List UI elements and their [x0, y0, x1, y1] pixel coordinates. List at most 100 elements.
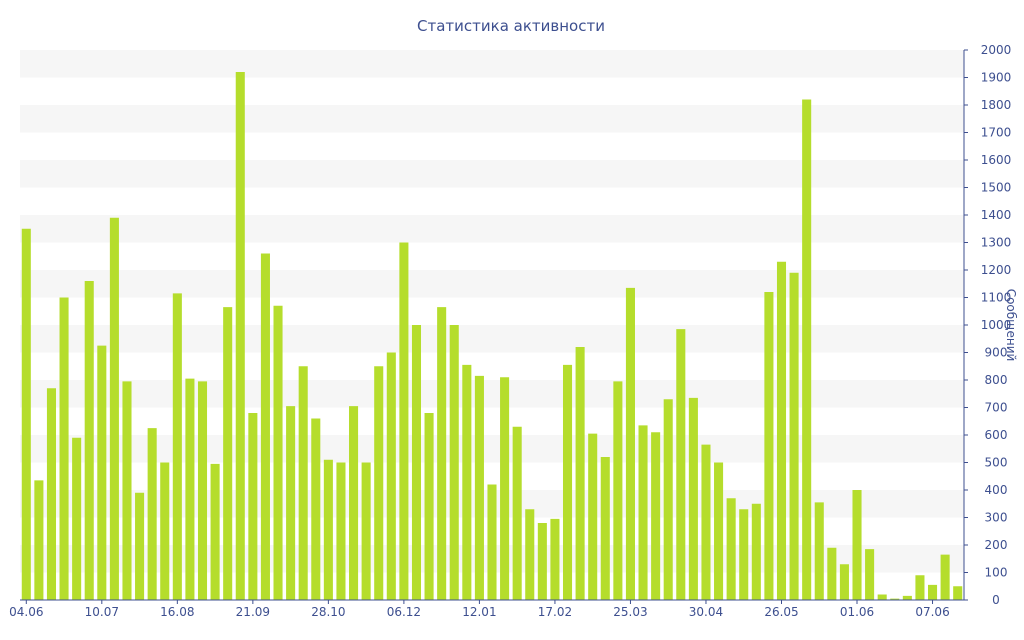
y-tick-label: 300: [985, 511, 1008, 525]
bar: [474, 375, 484, 600]
grid-band: [20, 215, 964, 243]
bar: [500, 377, 510, 600]
bar: [726, 498, 736, 600]
bar: [953, 586, 963, 600]
bar: [877, 594, 887, 600]
x-tick-label: 12.01: [462, 605, 496, 619]
x-tick-label: 16.08: [160, 605, 194, 619]
bar: [223, 307, 233, 600]
bar: [336, 462, 346, 600]
bar: [84, 281, 94, 600]
grid-band: [20, 325, 964, 353]
bar: [562, 364, 573, 600]
bar: [839, 564, 849, 600]
bar: [651, 432, 661, 600]
x-tick-label: 10.07: [85, 605, 119, 619]
chart-title: Статистика активности: [417, 17, 605, 35]
bar: [386, 352, 396, 600]
y-tick-label: 500: [985, 456, 1008, 470]
bar: [97, 345, 107, 600]
y-tick-label: 1100: [981, 291, 1012, 305]
grid-band: [20, 380, 964, 408]
x-tick-label: 26.05: [764, 605, 798, 619]
bar: [714, 462, 724, 600]
bar: [676, 329, 686, 600]
bar: [915, 575, 925, 600]
bar: [928, 584, 938, 600]
bar: [46, 388, 56, 600]
y-tick-label: 1600: [981, 153, 1012, 167]
bar: [588, 433, 598, 600]
bar: [109, 217, 119, 600]
bar: [197, 381, 208, 600]
bar: [802, 99, 812, 600]
x-tick-label: 30.04: [689, 605, 723, 619]
bar: [462, 364, 472, 600]
bars-group: [21, 72, 963, 600]
bar: [814, 502, 824, 600]
y-tick-label: 1000: [981, 318, 1012, 332]
x-tick-label: 25.03: [613, 605, 647, 619]
x-tick-label: 06.12: [387, 605, 421, 619]
bar: [286, 406, 296, 600]
bar: [613, 381, 623, 600]
bar: [525, 509, 535, 600]
y-tick-label: 400: [985, 483, 1008, 497]
bar: [235, 72, 245, 600]
bar: [72, 437, 82, 600]
grid-band: [20, 160, 964, 188]
y-tick-label: 2000: [981, 43, 1012, 57]
x-tick-label: 01.06: [840, 605, 874, 619]
bar: [487, 484, 497, 600]
bar: [789, 272, 799, 600]
bar: [135, 492, 145, 600]
y-tick-label: 1800: [981, 98, 1012, 112]
bar: [311, 418, 321, 600]
y-axis-title: Сообщений: [1004, 289, 1018, 362]
bar: [663, 399, 673, 600]
bar: [349, 406, 359, 600]
bar: [865, 549, 875, 600]
y-tick-label: 1300: [981, 236, 1012, 250]
bar: [575, 347, 585, 600]
bar: [827, 547, 837, 600]
bar: [701, 444, 711, 600]
bar: [59, 297, 69, 600]
y-tick-label: 700: [985, 401, 1008, 415]
y-tick-label: 200: [985, 538, 1008, 552]
grid-band: [20, 270, 964, 298]
bar: [248, 413, 258, 600]
y-tick-label: 100: [985, 566, 1008, 580]
bar: [122, 381, 132, 600]
y-tick-label: 0: [992, 593, 1000, 607]
y-tick-label: 600: [985, 428, 1008, 442]
bar: [638, 425, 648, 600]
bar: [751, 503, 761, 600]
bar: [298, 366, 308, 600]
bar: [600, 457, 610, 600]
y-tick-label: 1400: [981, 208, 1012, 222]
grid-band: [20, 435, 964, 463]
bar: [550, 518, 560, 600]
x-tick-label: 28.10: [311, 605, 345, 619]
bar: [210, 463, 220, 600]
bar: [172, 293, 182, 600]
bar: [449, 325, 459, 600]
y-tick-label: 1700: [981, 126, 1012, 140]
y-tick-label: 1900: [981, 71, 1012, 85]
x-tick-label: 17.02: [538, 605, 572, 619]
bar: [273, 305, 283, 600]
bar: [411, 325, 422, 600]
y-tick-label: 900: [985, 346, 1008, 360]
bar: [260, 253, 270, 600]
y-axis-ticks: 0 100 200 300 400 500 600 700 800 900 1000 1100 1200…: [964, 43, 1011, 607]
grid-band: [20, 50, 964, 78]
bar: [147, 428, 157, 600]
y-tick-label: 1200: [981, 263, 1012, 277]
y-tick-label: 800: [985, 373, 1008, 387]
bar: [34, 480, 44, 600]
bar: [776, 261, 787, 600]
bar: [764, 292, 774, 600]
bar: [374, 366, 384, 600]
